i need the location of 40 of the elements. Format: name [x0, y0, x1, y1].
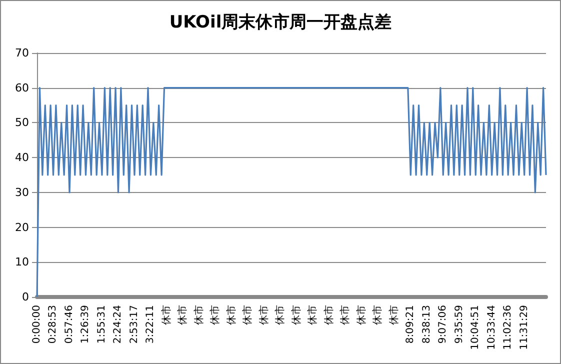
y-tick-label: 30	[15, 186, 29, 199]
x-tick-label: 3:22:11	[145, 305, 156, 344]
y-tick-label: 60	[15, 81, 29, 94]
x-tick-label: 休市	[192, 305, 205, 325]
x-tick-label: 9:07:06	[438, 305, 449, 344]
x-tick-label: 休市	[322, 305, 335, 325]
x-tick-label: 2:53:17	[128, 305, 140, 344]
x-tick-label: 休市	[290, 305, 302, 325]
y-tick-label: 70	[15, 46, 29, 60]
x-tick-label: 休市	[176, 305, 189, 325]
y-tick-label: 20	[15, 220, 29, 234]
x-tick-label: 11:31:29	[518, 305, 530, 350]
y-tick-label: 50	[15, 116, 29, 130]
x-tick-label: 休市	[388, 305, 400, 325]
y-tick-label: 0	[22, 290, 29, 304]
x-tick-label: 10:04:51	[470, 305, 482, 350]
x-tick-label: 0:00:00	[32, 305, 42, 344]
x-tick-label: 8:09:21	[405, 305, 416, 344]
x-tick-label: 休市	[225, 305, 238, 325]
x-tick-label: 0:28:53	[48, 305, 59, 344]
chart-title: UKOil周末休市周一开盘点差	[169, 12, 392, 32]
x-tick-label: 1:55:31	[96, 305, 108, 344]
x-tick-label: 休市	[242, 305, 254, 325]
x-tick-label: 休市	[339, 305, 352, 325]
y-tick-label: 40	[15, 151, 29, 164]
x-tick-label: 休市	[306, 305, 319, 325]
x-tick-label: 休市	[160, 305, 172, 325]
x-tick-label: 1:26:39	[80, 305, 92, 344]
x-tick-label: 8:38:13	[421, 305, 432, 344]
x-tick-label: 休市	[209, 305, 222, 325]
x-tick-label: 休市	[372, 305, 384, 325]
x-tick-label: 9:35:59	[454, 305, 465, 344]
x-tick-label: 休市	[274, 305, 286, 325]
x-tick-label: 11:02:36	[502, 305, 514, 350]
x-tick-label: 10:33:44	[486, 305, 498, 350]
x-tick-label: 0:57:46	[64, 305, 75, 344]
y-tick-label: 10	[15, 256, 29, 269]
x-tick-label: 休市	[258, 305, 270, 325]
x-tick-label: 2:24:24	[112, 305, 124, 344]
x-tick-label: 休市	[355, 305, 368, 325]
